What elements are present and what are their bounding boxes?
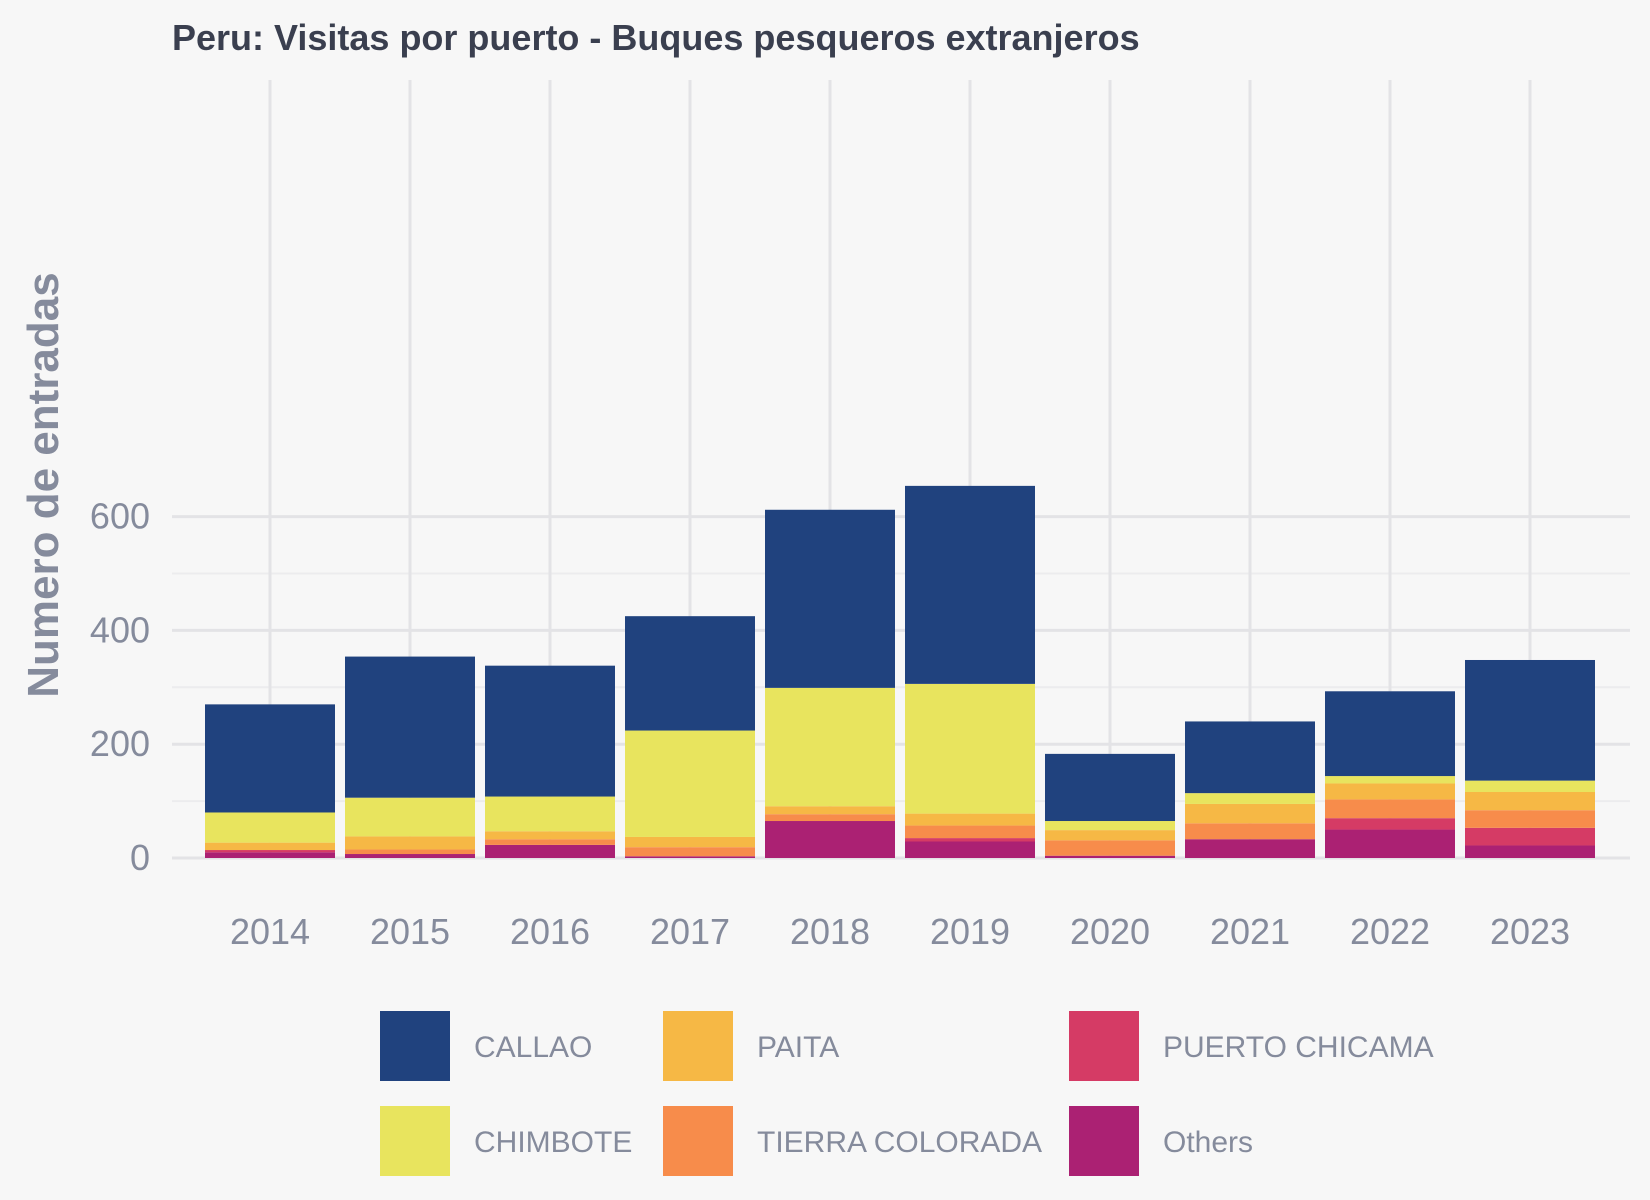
bar-segment [1465,810,1595,828]
x-tick-label: 2015 [370,911,450,952]
y-axis-label: Numero de entradas [19,272,68,697]
bar-segment [765,509,895,688]
bar-segment [345,854,475,858]
bar-segment [905,813,1035,826]
bar-segment [1185,839,1315,858]
bars [205,485,1595,858]
bar-segment [205,842,335,851]
bar-segment [205,852,335,858]
chart-title: Peru: Visitas por puerto - Buques pesque… [172,17,1140,58]
bar-segment [1325,776,1455,784]
y-tick-label: 400 [90,609,150,650]
legend-label: CHIMBOTE [474,1126,632,1159]
bar-segment [1325,799,1455,819]
x-tick-label: 2021 [1210,911,1290,952]
legend-swatch [380,1011,450,1081]
bar-segment [485,665,615,797]
bar-segment [625,856,755,858]
legend-swatch [663,1106,733,1176]
bar-segment [1465,791,1595,811]
bar-segment [1045,840,1175,856]
bar-segment [485,796,615,832]
legend-label: PAITA [757,1031,839,1064]
bar-segment [1045,821,1175,831]
legend-label: CALLAO [474,1031,592,1064]
x-tick-label: 2017 [650,911,730,952]
x-tick-label: 2019 [930,911,1010,952]
bar-segment [1465,845,1595,858]
bar-segment [905,485,1035,684]
bar-segment [205,704,335,813]
legend-label: TIERRA COLORADA [757,1126,1042,1159]
x-tick-label: 2023 [1490,911,1570,952]
bar-segment [1465,780,1595,792]
bar-segment [1325,783,1455,800]
bar-segment [765,814,895,822]
legend-label: PUERTO CHICAMA [1163,1031,1434,1064]
legend-label: Others [1163,1126,1253,1159]
bar-segment [1325,829,1455,858]
bar-segment [205,850,335,853]
legend: CALLAO CHIMBOTE PAITA TIERRA COLORADA PUERTO… [380,1011,1434,1176]
bar-segment [1465,827,1595,846]
bar-segment [765,821,895,858]
bar-segment [625,730,755,837]
bar-segment [1185,823,1315,840]
bar-segment [905,838,1035,842]
bar-segment [345,656,475,798]
x-tick-label: 2016 [510,911,590,952]
x-tick-label: 2022 [1350,911,1430,952]
bar-segment [905,825,1035,839]
x-tick-label: 2020 [1070,911,1150,952]
bar-segment [625,836,755,848]
bar-segment [485,831,615,840]
bar-segment [1045,855,1175,858]
bar-segment [1185,793,1315,804]
bar-segment [1045,830,1175,841]
bar-segment [1045,753,1175,822]
bar-segment [765,687,895,807]
bar-segment [625,847,755,857]
bar-segment [345,849,475,855]
y-axis-ticks: 0 200 400 600 [90,496,150,878]
legend-swatch [663,1011,733,1081]
x-tick-label: 2014 [230,911,310,952]
bar-segment [345,797,475,837]
x-axis-ticks: 2014 2015 2016 2017 2018 2019 2020 2021 2022 2023 [230,911,1570,952]
bar-segment [765,806,895,815]
bar-segment [905,683,1035,814]
x-tick-label: 2018 [790,911,870,952]
legend-swatch [1069,1106,1139,1176]
bar-segment [1325,691,1455,777]
y-tick-label: 600 [90,496,150,537]
bar-segment [485,844,615,858]
bar-segment [345,836,475,850]
bar-segment [1185,803,1315,824]
bar-segment [205,812,335,843]
legend-swatch [1069,1011,1139,1081]
bar-segment [485,839,615,845]
legend-swatch [380,1106,450,1176]
y-tick-label: 0 [130,837,150,878]
bar-segment [1185,721,1315,794]
bar-segment [1465,659,1595,781]
bar-segment [1325,818,1455,830]
bar-segment [905,841,1035,858]
y-tick-label: 200 [90,723,150,764]
bar-segment [625,616,755,731]
